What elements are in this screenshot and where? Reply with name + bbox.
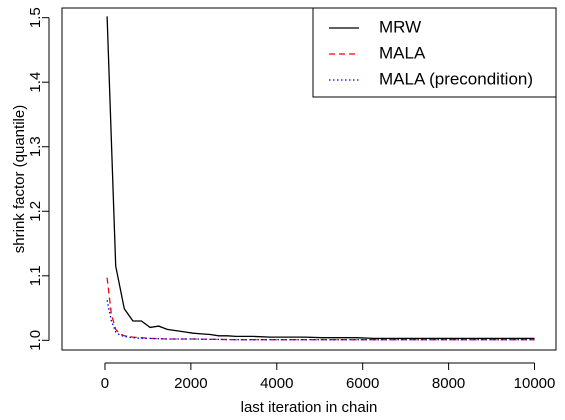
x-axis-title: last iteration in chain (241, 399, 378, 416)
legend: MRW MALA MALA (precondition) (312, 7, 557, 98)
series-line-mrw (106, 16, 535, 340)
y-tick-label: 1.0 (27, 330, 44, 351)
y-tick-label: 1.1 (27, 265, 44, 286)
x-tick-label: 10000 (514, 375, 556, 392)
legend-label-mala-precondition: MALA (precondition) (379, 69, 533, 88)
y-axis-title: shrink factor (quantile) (11, 105, 28, 253)
x-tick-label: 4000 (260, 375, 293, 392)
y-tick-label: 1.4 (27, 72, 44, 93)
series-layer (106, 16, 535, 341)
y-tick-label: 1.5 (27, 7, 44, 28)
x-tick-label: 2000 (174, 375, 207, 392)
x-tick-label: 6000 (346, 375, 379, 392)
legend-label-mala: MALA (379, 43, 426, 62)
series-line-mala (106, 277, 535, 341)
y-tick-label: 1.2 (27, 201, 44, 222)
series-line-mala-precondition (106, 300, 535, 341)
x-tick-label: 8000 (432, 375, 465, 392)
plot-border (61, 7, 557, 351)
plot-area (61, 7, 557, 351)
y-tick-label: 1.3 (27, 136, 44, 157)
x-tick-label: 0 (101, 375, 109, 392)
x-axis: 0 2000 4000 6000 8000 10000 (101, 362, 556, 392)
legend-label-mrw: MRW (379, 17, 421, 36)
legend-box (312, 7, 557, 98)
y-axis: 1.0 1.1 1.2 1.3 1.4 1.5 (27, 7, 50, 351)
